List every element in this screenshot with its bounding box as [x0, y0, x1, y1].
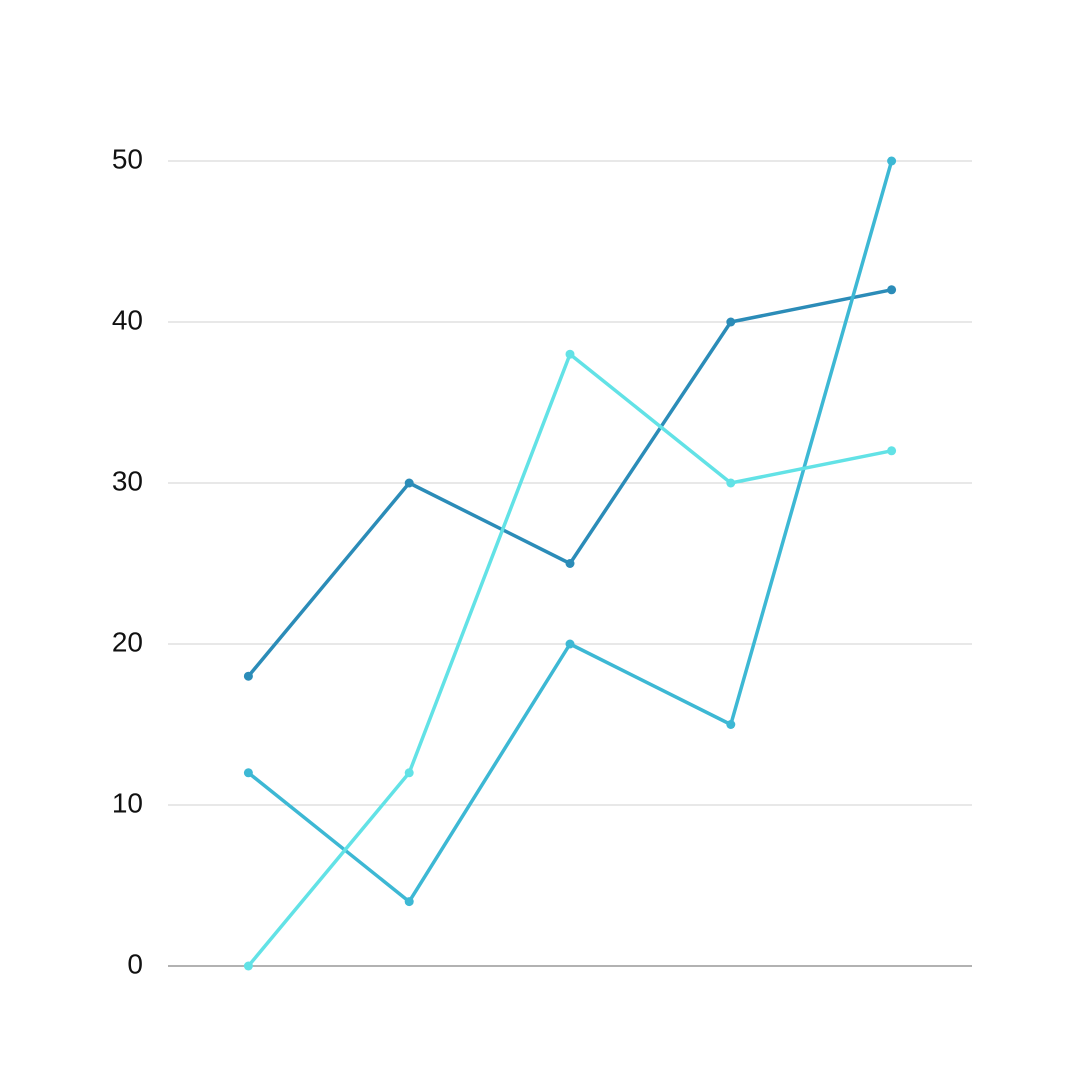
y-tick-label: 40: [112, 304, 143, 335]
data-point: [726, 720, 736, 729]
data-point: [243, 671, 253, 681]
y-tick-label: 50: [112, 143, 143, 174]
data-point: [404, 897, 414, 907]
data-point: [243, 768, 253, 778]
data-point: [404, 768, 414, 778]
data-point: [243, 961, 253, 971]
series-line: [247, 160, 894, 904]
data-point: [726, 317, 736, 327]
data-point: [565, 639, 575, 649]
y-tick-label: 0: [127, 948, 143, 979]
data-point: [726, 478, 736, 488]
y-tick-label: 30: [112, 465, 143, 496]
data-point: [887, 285, 897, 295]
data-point: [565, 349, 575, 359]
data-point: [887, 446, 897, 456]
data-point: [565, 559, 575, 568]
y-tick-label: 10: [112, 787, 143, 818]
y-tick-label: 20: [112, 626, 143, 657]
data-point: [404, 478, 414, 488]
data-point: [887, 156, 897, 166]
series-line: [247, 352, 892, 968]
